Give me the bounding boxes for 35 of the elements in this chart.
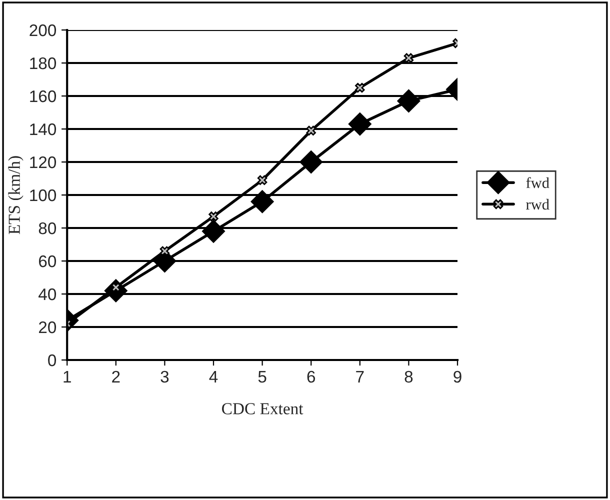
y-tick-label: 40: [38, 288, 56, 300]
point: [355, 82, 365, 93]
y-tick-label: 0: [48, 354, 56, 366]
legend-label: fwd: [526, 177, 550, 188]
x-axis-title: CDC Extent: [222, 403, 304, 414]
x-tick-label: 7: [356, 371, 364, 382]
point: [160, 246, 170, 256]
x-tick-label: 3: [160, 370, 169, 383]
x-tick-label: 8: [404, 370, 413, 383]
point: [306, 126, 316, 136]
point: [250, 190, 274, 214]
point: [257, 175, 268, 186]
point: [208, 212, 218, 222]
x-tick-label: 4: [209, 371, 218, 382]
point: [404, 53, 414, 63]
y-axis-title: ETS (km/h): [8, 156, 24, 234]
y-tick-label: 200: [30, 24, 56, 36]
point: [202, 220, 225, 243]
legend-label: rwd: [526, 198, 550, 210]
y-tick-label: 80: [38, 222, 56, 234]
point: [300, 150, 323, 174]
y-tick-label: 160: [30, 90, 56, 102]
point: [348, 112, 372, 136]
x-tick-label: 6: [307, 370, 315, 383]
x-tick-label: 2: [112, 370, 120, 382]
x-tick-label: 9: [454, 370, 462, 383]
y-tick-label: 20: [38, 321, 56, 334]
y-tick-label: 180: [30, 57, 56, 70]
y-tick-label: 100: [30, 189, 56, 202]
y-tick-label: 60: [38, 255, 56, 268]
x-tick-label: 5: [258, 371, 266, 383]
y-tick-label: 140: [30, 123, 56, 136]
x-tick-label: 1: [64, 371, 71, 382]
point: [397, 89, 420, 112]
y-tick-label: 120: [30, 156, 56, 168]
